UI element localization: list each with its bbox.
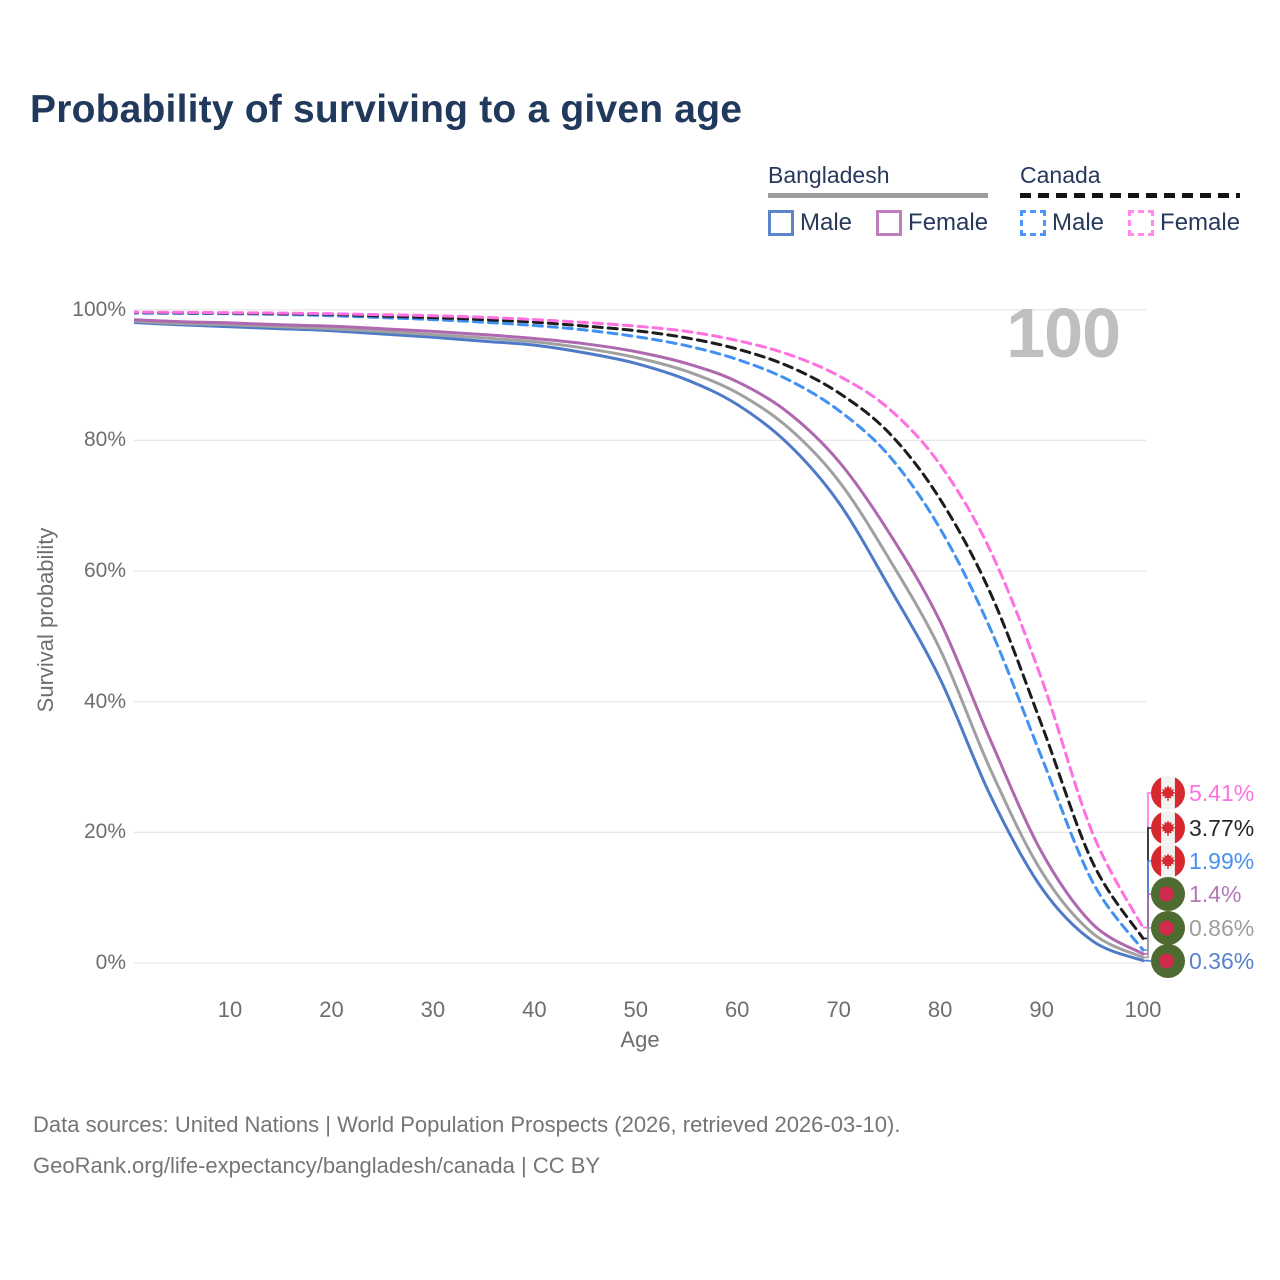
x-tick-label: 90 (1029, 997, 1054, 1022)
series-line-canada-male (134, 311, 1145, 952)
y-tick-label: 0% (95, 951, 126, 974)
end-label-canada-male: 1.99% (1151, 844, 1254, 878)
x-tick-label: 60 (724, 997, 750, 1022)
y-tick-label: 100% (72, 297, 126, 321)
legend-linestyle-dashed (1020, 193, 1241, 198)
data-sources-line: Data sources: United Nations | World Pop… (33, 1112, 901, 1137)
end-label-connector-bangladesh-female (1143, 893, 1153, 955)
legend-label: Male (1052, 209, 1105, 236)
canada-flag-icon (1151, 811, 1185, 845)
x-tick-label: 40 (522, 997, 547, 1022)
series-line-canada-both (134, 310, 1145, 940)
bangladesh-flag-icon (1151, 944, 1185, 978)
x-tick-label: 100 (1124, 997, 1162, 1022)
legend-group-bangladesh: Bangladesh Male Female (768, 162, 989, 237)
end-label-canada-both: 3.77% (1151, 811, 1254, 845)
canada-flag-icon (1151, 844, 1185, 878)
end-value-label: 0.86% (1189, 914, 1255, 941)
end-label-canada-female: 5.41% (1151, 776, 1254, 810)
x-tick-label: 10 (217, 997, 243, 1022)
x-tick-label: 80 (927, 997, 953, 1022)
y-tick-label: 80% (83, 428, 126, 452)
y-axis-title: Survival probability (33, 527, 58, 713)
y-tick-label: 20% (83, 820, 126, 844)
legend-label: Female (1160, 209, 1241, 236)
canada-flag-icon (1151, 776, 1185, 810)
end-label-bangladesh-both: 0.86% (1151, 911, 1254, 945)
legend-group-canada: Canada Male Female (1020, 162, 1241, 237)
x-tick-label: 70 (826, 997, 851, 1022)
end-value-label: 5.41% (1189, 779, 1255, 806)
legend-title-canada: Canada (1020, 162, 1101, 188)
legend-swatch-canada-male (1020, 210, 1046, 236)
series-line-canada-female (134, 310, 1145, 930)
legend-item-canada-male[interactable]: Male (1020, 209, 1104, 237)
attribution-line: GeoRank.org/life-expectancy/bangladesh/c… (33, 1153, 601, 1178)
legend-linestyle-solid (768, 193, 989, 198)
series-line-bangladesh-male (134, 320, 1145, 963)
legend-swatch-bangladesh-female (876, 210, 903, 236)
end-label-bangladesh-female: 1.4% (1151, 877, 1241, 911)
x-axis-title: Age (620, 1027, 660, 1052)
footer: Data sources: United Nations | World Pop… (33, 1104, 900, 1186)
bangladesh-flag-icon (1151, 911, 1185, 945)
maple-leaf-icon (1160, 820, 1176, 836)
end-value-label: 0.36% (1189, 947, 1255, 974)
legend-item-bangladesh-male[interactable]: Male (768, 209, 852, 237)
x-tick-label: 50 (623, 997, 649, 1022)
legend-label: Female (908, 209, 989, 236)
end-label-bangladesh-male: 0.36% (1151, 944, 1254, 978)
maple-leaf-icon (1160, 785, 1176, 801)
y-tick-label: 60% (83, 559, 126, 583)
end-label-connector-bangladesh-both (1143, 927, 1153, 959)
maple-leaf-icon (1160, 853, 1176, 869)
legend-swatch-bangladesh-male (768, 210, 794, 236)
end-value-label: 3.77% (1189, 814, 1255, 841)
legend-title-bangladesh: Bangladesh (768, 162, 890, 188)
end-value-label: 1.99% (1189, 847, 1255, 874)
legend-item-canada-female[interactable]: Female (1128, 209, 1240, 237)
legend-item-bangladesh-female[interactable]: Female (876, 209, 988, 237)
series-line-bangladesh-both (134, 319, 1145, 959)
x-tick-label: 20 (319, 997, 344, 1022)
x-tick-label: 30 (420, 997, 446, 1022)
series-line-bangladesh-female (134, 318, 1145, 956)
legend-label: Male (800, 209, 853, 236)
end-value-label: 1.4% (1189, 880, 1242, 907)
bangladesh-flag-icon (1151, 877, 1185, 911)
age-100-watermark: 100 (1006, 294, 1121, 372)
curves-group (134, 310, 1145, 963)
legend-swatch-canada-female (1128, 210, 1155, 236)
page-title: Probability of surviving to a given age (30, 88, 743, 131)
y-tick-label: 40% (83, 689, 126, 713)
